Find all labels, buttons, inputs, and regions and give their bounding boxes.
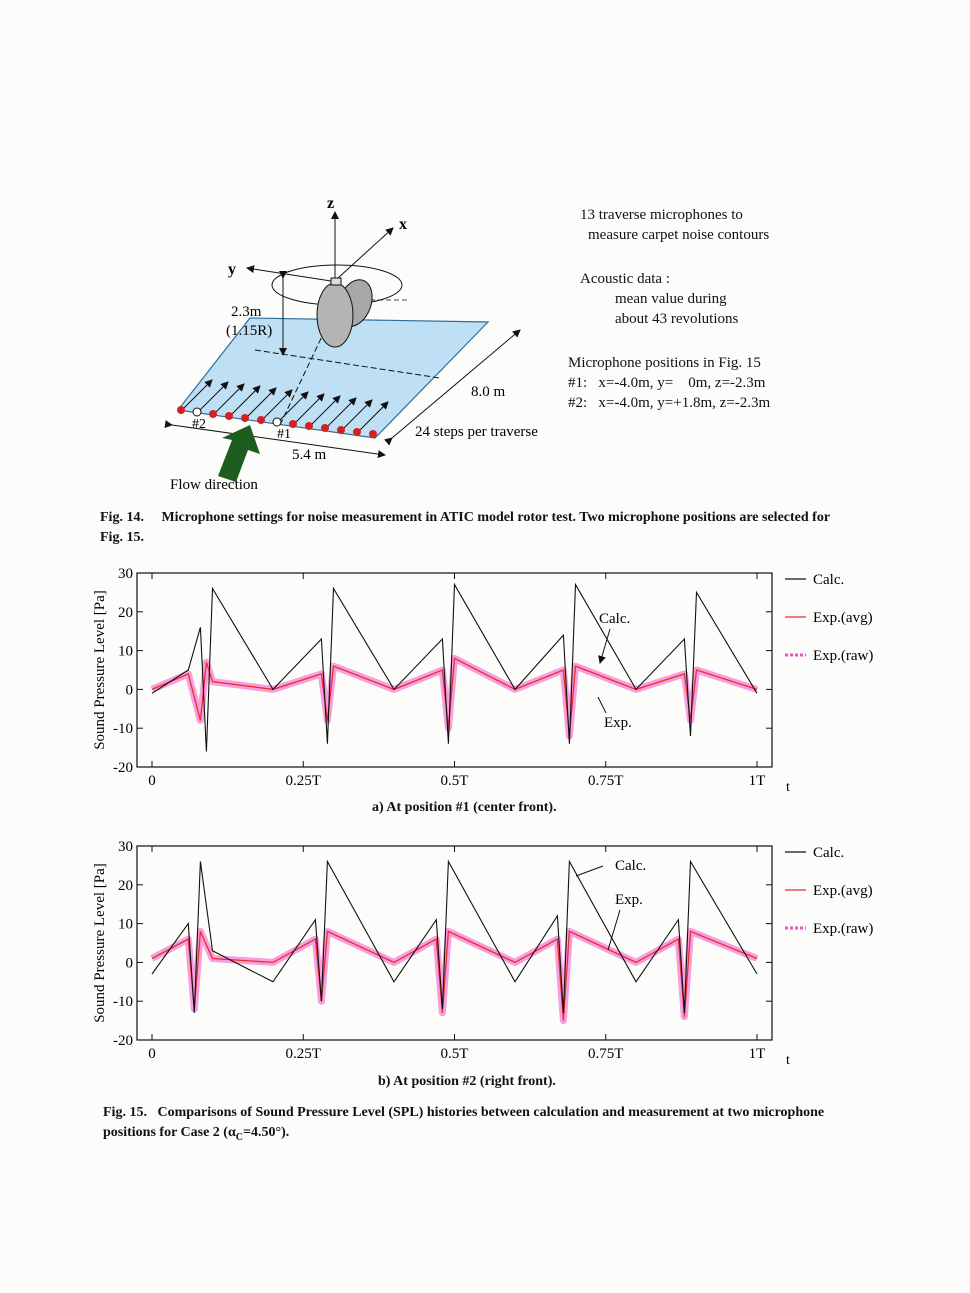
- x-tick-label: 0: [148, 1046, 156, 1062]
- fig15-caption-sub: C: [235, 1131, 244, 1143]
- annotation-exp: Exp.: [615, 892, 643, 908]
- calc-line: [151, 859, 758, 1013]
- y-tick-label: 20: [118, 605, 133, 621]
- mic2-label: #2: [192, 417, 206, 432]
- fig15-caption-label: Fig. 15.: [103, 1105, 147, 1120]
- y-tick-label: 30: [118, 839, 133, 855]
- x-tick-label: 0.25T: [286, 773, 321, 789]
- note-line-4: mean value during: [615, 291, 727, 307]
- rotor-blade-front: [316, 282, 354, 348]
- steps-label: 24 steps per traverse: [415, 424, 538, 440]
- annotation-calc: Calc.: [599, 611, 630, 627]
- annotation-calc-arrow: [575, 865, 604, 877]
- flow-label: Flow direction: [170, 477, 258, 493]
- annotation-exp: Exp.: [604, 715, 632, 731]
- axis-x-label: x: [399, 216, 407, 233]
- x-tick-label: 0: [148, 773, 156, 789]
- x-tick-label: 1T: [749, 1046, 766, 1062]
- axis-z-label: z: [327, 195, 334, 212]
- length-label: 8.0 m: [471, 384, 506, 400]
- mic1-label: #1: [277, 427, 291, 442]
- rotor-test-diagram: z x y 2.3m (1.15R) 8.0 m 24 steps per tr…: [164, 195, 538, 493]
- x-tick-label: 0.75T: [588, 1046, 623, 1062]
- legend-label: Calc.: [813, 845, 844, 861]
- note-line-5: about 43 revolutions: [615, 311, 739, 327]
- y-tick-label: 0: [126, 682, 134, 698]
- x-tick-label: 0.5T: [441, 773, 469, 789]
- y-axis-label: Sound Pressure Level [Pa]: [92, 590, 108, 750]
- note-line-2: measure carpet noise contours: [588, 227, 770, 243]
- exp-raw-line: [150, 654, 759, 740]
- chart-a-title: a) At position #1 (center front).: [372, 800, 557, 815]
- x-tick-label: 0.25T: [286, 1046, 321, 1062]
- x-tick-label: 0.5T: [441, 1046, 469, 1062]
- y-tick-label: 10: [118, 917, 133, 933]
- x-tick-label: 1T: [749, 773, 766, 789]
- note-line-6: Microphone positions in Fig. 15: [568, 355, 761, 371]
- axis-y-label: y: [228, 261, 236, 278]
- annotation-exp-arrow: [597, 696, 607, 714]
- note-line-3: Acoustic data :: [580, 271, 670, 287]
- fig14-caption-label: Fig. 14.: [100, 510, 144, 525]
- fig15-caption-text: Comparisons of Sound Pressure Level (SPL…: [103, 1105, 825, 1140]
- legend-label: Exp.(avg): [813, 610, 873, 626]
- spl-chart-position-2: 30 20 10 0 -10 -20 0 0.25T 0.5T 0.75T 1T t Sound Pre…: [92, 839, 873, 1068]
- y-tick-label: -20: [113, 1033, 133, 1049]
- height-label: 2.3m: [231, 304, 262, 320]
- x-tick-label: 0.75T: [588, 773, 623, 789]
- note-line-7: #1: x=-4.0m, y= 0m, z=-2.3m: [568, 375, 766, 391]
- annotation-calc-arrow: [598, 628, 611, 664]
- legend-label: Exp.(avg): [813, 883, 873, 899]
- y-tick-label: 0: [126, 955, 134, 971]
- y-tick-label: 30: [118, 566, 133, 582]
- annotation-exp-arrow: [607, 909, 621, 951]
- note-line-8: #2: x=-4.0m, y=+1.8m, z=-2.3m: [568, 395, 771, 411]
- y-axis-label: Sound Pressure Level [Pa]: [92, 863, 108, 1023]
- y-tick-label: 20: [118, 878, 133, 894]
- flow-direction-arrow: [218, 425, 260, 482]
- y-tick-label: 10: [118, 644, 133, 660]
- calc-line: [151, 582, 758, 752]
- legend-label: Exp.(raw): [813, 648, 873, 664]
- legend-label: Exp.(raw): [813, 921, 873, 937]
- width-label: 5.4 m: [292, 447, 327, 463]
- annotation-calc: Calc.: [615, 858, 646, 874]
- y-tick-label: -20: [113, 760, 133, 776]
- fig15-caption-end: =4.50°).: [243, 1125, 290, 1140]
- exp-raw-line: [150, 927, 759, 1025]
- x-axis-label: t: [786, 780, 790, 795]
- y-tick-label: -10: [113, 994, 133, 1010]
- note-line-1: 13 traverse microphones to: [580, 207, 743, 223]
- spl-chart-position-1: 30 20 10 0 -10 -20 0 0.25T 0.5T 0.75T 1T t Sound Pre…: [92, 566, 873, 795]
- fig15-caption: Fig. 15. Comparisons of Sound Pressure L…: [103, 1103, 873, 1148]
- traverse-arrows: [183, 379, 389, 431]
- x-axis-label: t: [786, 1053, 790, 1068]
- fig14-caption-text: Microphone settings for noise measuremen…: [100, 510, 830, 545]
- fig14-caption: Fig. 14. Microphone settings for noise m…: [100, 508, 830, 548]
- chart-b-title: b) At position #2 (right front).: [378, 1074, 556, 1089]
- legend-label: Calc.: [813, 572, 844, 588]
- y-tick-label: -10: [113, 721, 133, 737]
- height-label-r: (1.15R): [226, 323, 272, 339]
